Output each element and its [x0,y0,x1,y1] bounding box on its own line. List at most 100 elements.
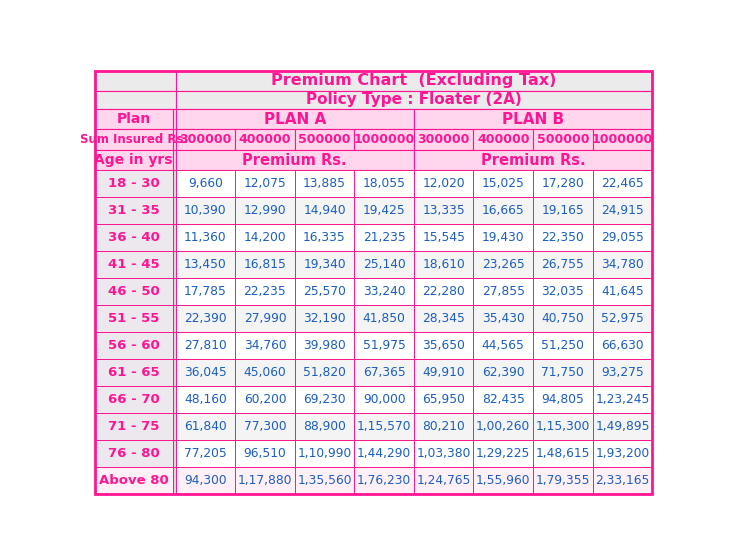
Bar [176,305,235,332]
Bar [235,130,295,150]
Bar [235,467,295,494]
Text: 19,430: 19,430 [482,231,525,244]
Bar [235,170,295,197]
Bar [593,413,652,440]
Bar [235,413,295,440]
Text: 94,300: 94,300 [184,473,227,487]
Bar [414,197,474,224]
Bar [533,170,593,197]
Text: 36,045: 36,045 [184,366,227,379]
Bar [295,305,354,332]
Text: 1,24,765: 1,24,765 [416,473,471,487]
Bar [593,467,652,494]
Bar [235,359,295,386]
Text: 9,660: 9,660 [188,177,223,190]
Text: 56 - 60: 56 - 60 [108,339,160,352]
Text: 36 - 40: 36 - 40 [108,231,160,244]
Bar [414,386,474,413]
Bar [354,413,414,440]
Text: 65,950: 65,950 [422,393,465,406]
Text: 15,025: 15,025 [482,177,525,190]
Text: PLAN B: PLAN B [502,112,564,126]
Text: 22,235: 22,235 [243,285,286,298]
Bar [474,305,533,332]
Text: Sum Insured Rs.: Sum Insured Rs. [79,134,188,146]
Bar [176,386,235,413]
Bar [533,440,593,467]
Bar [95,440,173,467]
Text: 94,805: 94,805 [542,393,585,406]
Text: 61,840: 61,840 [184,420,227,433]
Bar [173,150,176,170]
Bar [295,440,354,467]
Text: Premium Rs.: Premium Rs. [243,153,347,168]
Bar [176,170,235,197]
Bar [176,197,235,224]
Bar [354,332,414,359]
Bar [173,251,176,278]
Bar [414,170,474,197]
Bar [235,197,295,224]
Text: 40,750: 40,750 [542,312,584,325]
Bar [533,130,593,150]
Text: 400000: 400000 [477,134,529,146]
Bar [474,359,533,386]
Bar [95,71,176,91]
Bar [474,197,533,224]
Bar [235,224,295,251]
Text: 45,060: 45,060 [243,366,286,379]
Bar [354,278,414,305]
Text: 300000: 300000 [418,134,470,146]
Bar [235,440,295,467]
Bar [533,305,593,332]
Text: 41,645: 41,645 [601,285,644,298]
Text: 52,975: 52,975 [601,312,644,325]
Bar [354,197,414,224]
Text: 22,465: 22,465 [601,177,644,190]
Bar [95,224,173,251]
Bar [295,170,354,197]
Text: 12,990: 12,990 [243,204,286,217]
Bar [95,386,173,413]
Text: 33,240: 33,240 [363,285,405,298]
Text: 1,29,225: 1,29,225 [476,447,531,459]
Bar [176,332,235,359]
Text: 500000: 500000 [298,134,351,146]
Bar [173,170,176,197]
Text: 1,55,960: 1,55,960 [476,473,531,487]
Text: 71,750: 71,750 [542,366,584,379]
Text: 28,345: 28,345 [422,312,465,325]
Text: 1,35,560: 1,35,560 [297,473,352,487]
Text: 300000: 300000 [179,134,232,146]
Text: 14,940: 14,940 [303,204,346,217]
Bar [173,440,176,467]
Bar [295,386,354,413]
Bar [95,170,173,197]
Text: Policy Type : Floater (2A): Policy Type : Floater (2A) [306,92,522,107]
Bar [593,224,652,251]
Bar [173,305,176,332]
Bar [354,359,414,386]
Bar [176,278,235,305]
Text: 1,17,880: 1,17,880 [238,473,292,487]
Bar [95,130,173,150]
Text: 35,430: 35,430 [482,312,525,325]
Text: 32,190: 32,190 [303,312,346,325]
Text: 51 - 55: 51 - 55 [108,312,160,325]
Text: 48,160: 48,160 [184,393,227,406]
Text: 18 - 30: 18 - 30 [108,177,160,190]
Text: 71 - 75: 71 - 75 [108,420,160,433]
Bar [354,386,414,413]
Text: 1,10,990: 1,10,990 [297,447,351,459]
Bar [95,413,173,440]
Bar [235,305,295,332]
Text: 39,980: 39,980 [303,339,346,352]
Bar [295,332,354,359]
Text: 60,200: 60,200 [243,393,286,406]
Text: 1,79,355: 1,79,355 [536,473,590,487]
Bar [95,108,173,130]
Bar [95,251,173,278]
Bar [533,251,593,278]
Bar [533,197,593,224]
Text: 16,335: 16,335 [303,231,346,244]
